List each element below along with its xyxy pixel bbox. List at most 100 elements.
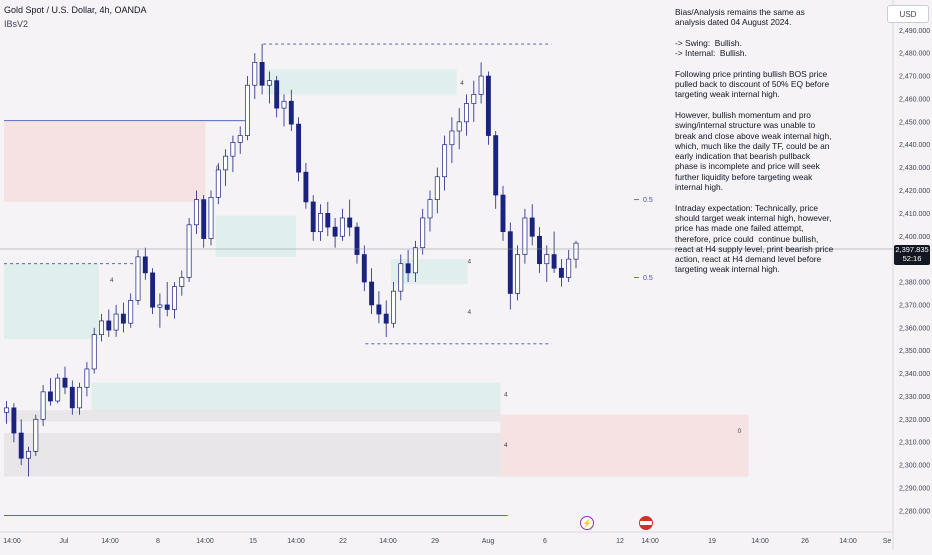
price-tick-label: 2,490.000 bbox=[899, 28, 930, 35]
bullish-candle bbox=[179, 277, 185, 287]
bullish-candle bbox=[84, 368, 90, 388]
indicator-label[interactable]: IBsV2 bbox=[4, 19, 29, 29]
time-tick-label: 15 bbox=[249, 538, 257, 545]
bearish-candle bbox=[325, 213, 331, 228]
equilibrium-label-text: 0.5 bbox=[643, 197, 653, 204]
bullish-candle bbox=[91, 334, 97, 370]
bullish-candle bbox=[223, 155, 229, 171]
bullish-candle bbox=[566, 258, 572, 278]
bullish-candle bbox=[478, 75, 484, 95]
time-tick-label: 14:00 bbox=[641, 538, 659, 545]
price-tick-label: 2,480.000 bbox=[899, 51, 930, 58]
bullish-candle bbox=[573, 242, 579, 260]
time-tick-label: 19 bbox=[708, 538, 716, 545]
bullish-candle bbox=[252, 61, 258, 86]
equilibrium-label: 0.5 bbox=[634, 197, 653, 204]
bearish-candle bbox=[558, 267, 564, 278]
symbol-title[interactable]: Gold Spot / U.S. Dollar, 4h, OANDA bbox=[4, 5, 147, 15]
time-tick-label: 6 bbox=[543, 538, 547, 545]
structure-marker: 4 bbox=[504, 391, 508, 398]
currency-selector[interactable]: USD bbox=[887, 5, 929, 23]
price-tick-label: 2,350.000 bbox=[899, 348, 930, 355]
bullish-candle bbox=[522, 217, 528, 255]
bullish-candle bbox=[186, 224, 192, 278]
time-tick-label: 22 bbox=[339, 538, 347, 545]
price-tick-label: 2,400.000 bbox=[899, 234, 930, 241]
bearish-candle bbox=[493, 135, 499, 196]
bullish-candle bbox=[515, 254, 521, 294]
price-tick-label: 2,380.000 bbox=[899, 280, 930, 287]
bullish-candle bbox=[40, 391, 46, 420]
bullish-candle bbox=[449, 130, 455, 146]
bar-countdown: 52:16 bbox=[902, 254, 922, 263]
bearish-candle bbox=[47, 391, 53, 402]
time-tick-label: 12 bbox=[616, 538, 624, 545]
time-axis[interactable]: 14:00 Jul 14:00 8 14:00 15 14:00 22 14:00 29 Aug 6 1… bbox=[3, 538, 891, 545]
structure-marker: 4 bbox=[460, 80, 464, 87]
equilibrium-label-text: 0.5 bbox=[643, 275, 653, 282]
us-flag-icon[interactable] bbox=[639, 516, 653, 530]
time-tick-label: Aug bbox=[482, 538, 495, 545]
bullish-candle bbox=[128, 299, 134, 324]
current-price-value: 2,397.835 bbox=[895, 245, 929, 254]
bearish-candle bbox=[106, 320, 112, 331]
time-tick-label: 26 bbox=[801, 538, 809, 545]
bullish-candle bbox=[230, 142, 236, 157]
price-tick-label: 2,440.000 bbox=[899, 142, 930, 149]
neutral-zone bbox=[4, 410, 501, 422]
structure-marker: 4 bbox=[468, 309, 472, 316]
bearish-candle bbox=[274, 80, 280, 109]
bearish-candle bbox=[376, 304, 382, 315]
bullish-candle bbox=[215, 169, 221, 198]
bullish-candle bbox=[113, 313, 119, 331]
bearish-candle bbox=[18, 432, 24, 459]
time-tick-label: 14:00 bbox=[3, 538, 21, 545]
structure-marker: 4 bbox=[110, 277, 114, 284]
bearish-candle bbox=[296, 123, 302, 173]
bullish-candle bbox=[391, 290, 396, 324]
neutral-zone bbox=[4, 433, 501, 477]
bearish-candle bbox=[62, 377, 68, 388]
bullish-candle bbox=[398, 263, 404, 292]
price-tick-label: 2,340.000 bbox=[899, 371, 930, 378]
bullish-candle bbox=[339, 217, 345, 237]
bearish-candle bbox=[529, 217, 535, 237]
time-tick-label: 8 bbox=[156, 538, 160, 545]
markers-layer: 0 4 4 4 4 4 4 0 0.5 0.5 bbox=[110, 80, 742, 449]
price-tick-label: 2,410.000 bbox=[899, 211, 930, 218]
price-tick-label: 2,450.000 bbox=[899, 119, 930, 126]
bullish-candle bbox=[412, 247, 418, 274]
demand-zone bbox=[215, 215, 296, 257]
bearish-candle bbox=[201, 199, 207, 239]
bearish-candle bbox=[361, 254, 367, 283]
bearish-candle bbox=[164, 304, 170, 310]
demand-zone bbox=[390, 259, 468, 285]
price-tick-label: 2,280.000 bbox=[899, 508, 930, 515]
bearish-candle bbox=[347, 217, 353, 228]
bullish-candle bbox=[266, 80, 272, 86]
bullish-candle bbox=[4, 407, 10, 413]
demand-zone bbox=[4, 263, 99, 340]
bearish-candle bbox=[303, 171, 309, 203]
price-axis[interactable]: 2,280.000 2,290.000 2,300.000 2,310.000 2,32… bbox=[899, 28, 930, 516]
current-price-badge: 2,397.835 52:16 bbox=[894, 245, 930, 265]
bullish-candle bbox=[172, 286, 177, 310]
bullish-candle bbox=[157, 304, 163, 308]
demand-zone bbox=[266, 69, 457, 95]
bearish-candle bbox=[369, 281, 375, 306]
time-tick-label: 14:00 bbox=[287, 538, 305, 545]
bullish-candle bbox=[237, 135, 243, 143]
price-tick-label: 2,290.000 bbox=[899, 485, 930, 492]
lightning-icon[interactable]: ⚡ bbox=[580, 516, 594, 530]
bearish-candle bbox=[551, 254, 557, 269]
bearish-candle bbox=[142, 256, 148, 274]
bullish-candle bbox=[55, 377, 61, 402]
bearish-candle bbox=[150, 272, 156, 308]
time-tick-label: 14:00 bbox=[196, 538, 214, 545]
price-tick-label: 2,460.000 bbox=[899, 96, 930, 103]
bearish-candle bbox=[11, 407, 17, 434]
supply-zone bbox=[4, 121, 206, 202]
bullish-candle bbox=[135, 256, 141, 301]
